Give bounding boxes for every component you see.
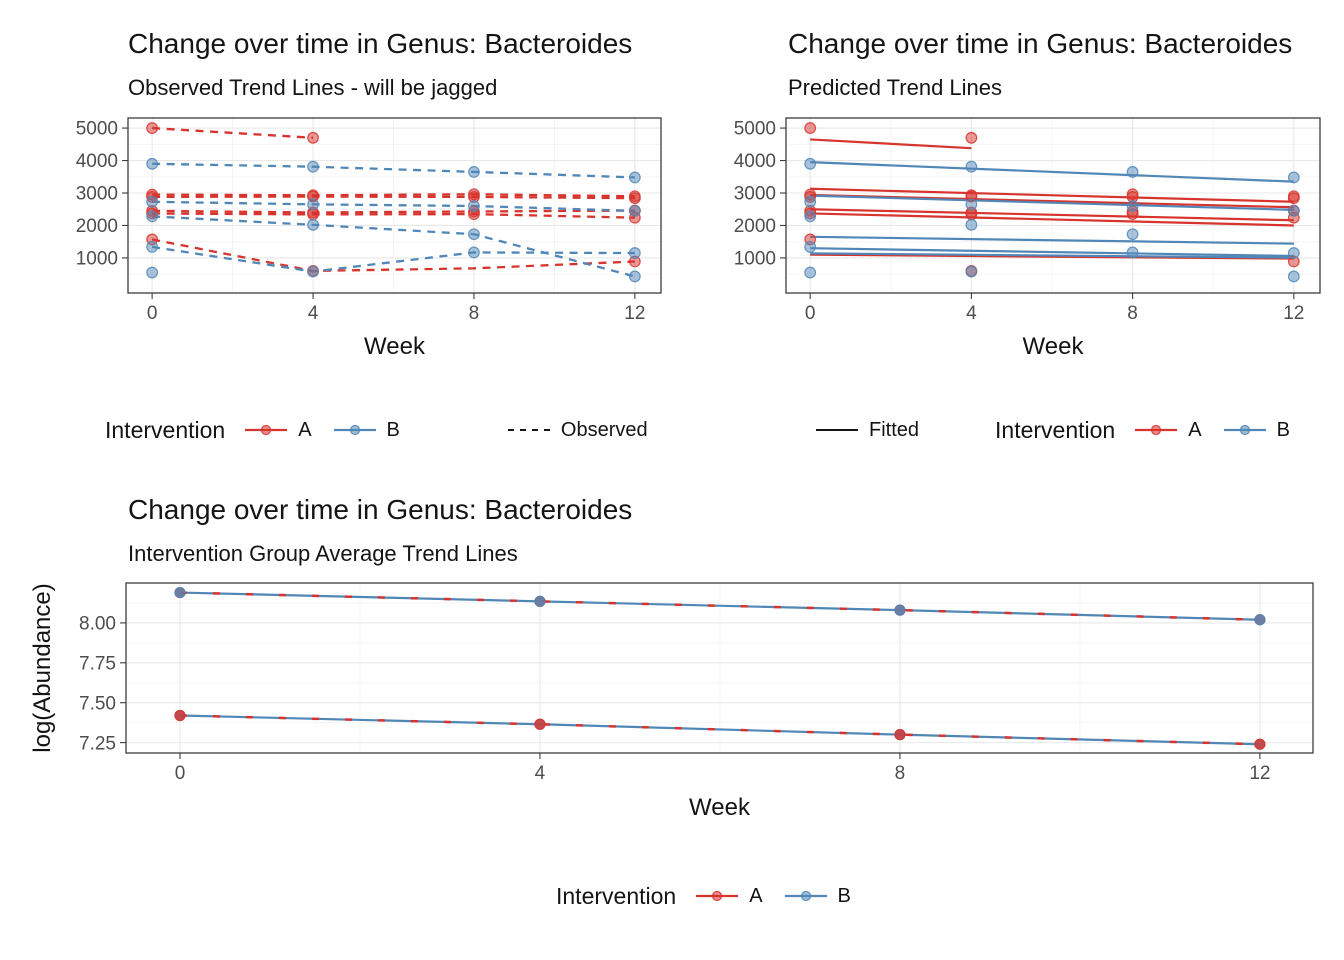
svg-text:4: 4 bbox=[535, 763, 546, 784]
svg-text:8: 8 bbox=[895, 763, 906, 784]
svg-text:2000: 2000 bbox=[734, 216, 776, 237]
chart-observed-x-axis-label: Week bbox=[364, 333, 425, 360]
legend-title: Intervention bbox=[556, 882, 677, 909]
chart-average-panel: 7.25 7.50 7.75 8.00 0 4 8 12 bbox=[79, 582, 1314, 784]
chart-fitted-axes: 1000 2000 3000 4000 5000 0 4 8 12 bbox=[734, 119, 1305, 324]
chart-observed-axes: 1000 2000 3000 4000 5000 0 4 8 12 bbox=[76, 119, 646, 324]
chart-average-title: Change over time in Genus: Bacteroides bbox=[128, 494, 633, 525]
svg-text:12: 12 bbox=[1249, 763, 1270, 784]
chart-fitted-legend: Fitted Intervention A B bbox=[814, 410, 1344, 450]
chart-average-points bbox=[174, 586, 1266, 750]
svg-text:8: 8 bbox=[469, 303, 480, 324]
legend-label-b: B bbox=[837, 884, 851, 907]
svg-text:3000: 3000 bbox=[734, 184, 776, 205]
legend-label-observed: Observed bbox=[560, 418, 648, 441]
legend-title: Intervention bbox=[995, 416, 1116, 443]
svg-text:0: 0 bbox=[805, 303, 816, 324]
legend-title: Intervention bbox=[105, 416, 226, 443]
legend-label-fitted: Fitted bbox=[869, 418, 920, 441]
svg-text:0: 0 bbox=[147, 303, 158, 324]
legend-label-b: B bbox=[386, 418, 400, 441]
chart-observed-subtitle: Observed Trend Lines - will be jagged bbox=[128, 75, 498, 100]
dashed-line-icon bbox=[507, 429, 550, 431]
legend-key-intervention-b: B bbox=[783, 885, 851, 908]
svg-text:1000: 1000 bbox=[734, 249, 776, 270]
legend-key-fitted: Fitted bbox=[814, 419, 919, 442]
chart-observed-legend: Intervention A B Observed bbox=[105, 410, 700, 450]
red-line-point-icon bbox=[1135, 424, 1178, 436]
chart-fitted-title: Change over time in Genus: Bacteroides bbox=[788, 28, 1293, 59]
legend-key-intervention-a: A bbox=[694, 884, 763, 908]
chart-fitted-points bbox=[804, 122, 1300, 283]
svg-text:5000: 5000 bbox=[76, 119, 118, 140]
chart-average-lines bbox=[179, 591, 1260, 746]
legend-key-intervention-a: A bbox=[243, 418, 312, 442]
svg-text:2000: 2000 bbox=[76, 216, 118, 237]
legend-label-b: B bbox=[1276, 418, 1290, 441]
svg-text:4: 4 bbox=[966, 303, 977, 324]
svg-text:7.75: 7.75 bbox=[79, 653, 116, 674]
red-line-point-icon bbox=[696, 890, 739, 902]
legend-label-a: A bbox=[1188, 418, 1202, 441]
svg-text:12: 12 bbox=[1283, 303, 1304, 324]
svg-text:8.00: 8.00 bbox=[79, 614, 116, 635]
svg-text:7.25: 7.25 bbox=[79, 733, 116, 754]
chart-average-x-axis-label: Week bbox=[689, 794, 750, 821]
svg-text:4000: 4000 bbox=[734, 151, 776, 172]
svg-text:4000: 4000 bbox=[76, 151, 118, 172]
svg-text:12: 12 bbox=[624, 303, 645, 324]
chart-average-axes: 7.25 7.50 7.75 8.00 0 4 8 12 bbox=[79, 614, 1270, 784]
legend-key-intervention-b: B bbox=[1222, 419, 1290, 442]
legend-key-intervention-b: B bbox=[332, 419, 400, 442]
svg-text:1000: 1000 bbox=[76, 249, 118, 270]
svg-text:4: 4 bbox=[308, 303, 319, 324]
legend-label-a: A bbox=[749, 884, 763, 907]
chart-average-legend: Intervention A B bbox=[556, 876, 976, 916]
svg-text:0: 0 bbox=[175, 763, 186, 784]
chart-fitted-lines bbox=[810, 138, 1294, 260]
blue-line-point-icon bbox=[1223, 424, 1266, 436]
chart-fitted-x-axis-label: Week bbox=[1022, 333, 1084, 360]
chart-average-subtitle: Intervention Group Average Trend Lines bbox=[128, 541, 518, 566]
svg-text:5000: 5000 bbox=[734, 119, 776, 140]
legend-key-intervention-a: A bbox=[1133, 418, 1202, 442]
legend-key-observed: Observed bbox=[506, 419, 648, 442]
svg-text:8: 8 bbox=[1127, 303, 1138, 324]
chart-observed-title: Change over time in Genus: Bacteroides bbox=[128, 28, 633, 59]
blue-line-point-icon bbox=[784, 890, 827, 902]
legend-label-a: A bbox=[298, 418, 312, 441]
red-line-point-icon bbox=[245, 424, 288, 436]
chart-observed-lines bbox=[151, 126, 636, 278]
chart-observed-points bbox=[146, 122, 641, 283]
chart-observed-panel: 1000 2000 3000 4000 5000 0 4 8 12 bbox=[76, 117, 662, 324]
svg-text:7.50: 7.50 bbox=[79, 693, 116, 714]
chart-fitted-subtitle: Predicted Trend Lines bbox=[788, 75, 1003, 100]
blue-line-point-icon bbox=[333, 424, 376, 436]
chart-average-y-axis-label: log(Abundance) bbox=[29, 583, 56, 753]
solid-line-icon bbox=[816, 429, 858, 431]
chart-fitted-panel: 1000 2000 3000 4000 5000 0 4 8 12 bbox=[734, 117, 1321, 324]
svg-text:3000: 3000 bbox=[76, 184, 118, 205]
